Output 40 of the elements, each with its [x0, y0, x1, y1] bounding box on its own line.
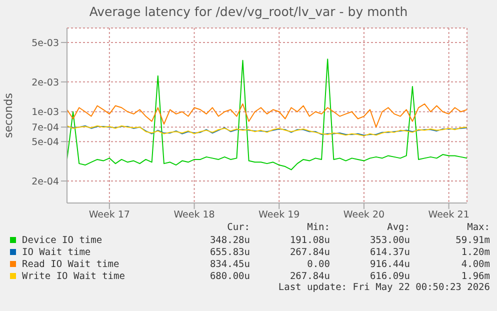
legend-label: Read IO Wait time	[22, 258, 120, 270]
text: 267.84u	[288, 270, 330, 282]
legend-label: IO Wait time	[22, 246, 91, 258]
y-tick-label: 5e-03	[32, 38, 59, 49]
text: 614.37u	[368, 246, 410, 258]
legend-label: Device IO time	[22, 234, 102, 246]
text: 916.44u	[368, 258, 410, 270]
chart-title: Average latency for /dev/vg_root/lv_var - by month	[88, 4, 409, 19]
line-series	[67, 103, 467, 128]
text: 267.84u	[288, 246, 330, 258]
text: 616.09u	[370, 270, 410, 282]
y-tick-label: 2e-04	[32, 176, 59, 188]
line-series	[67, 58, 467, 170]
text: 1.20m	[460, 246, 490, 258]
text: 353.00u	[368, 234, 410, 246]
text: 348.28u	[208, 234, 250, 246]
y-tick-label: 5e-04	[32, 136, 59, 148]
text: 4.00m	[460, 258, 490, 270]
text: 680.00u	[208, 270, 250, 282]
text: Last update: Fri May 22 00:50:23 2026	[277, 282, 490, 294]
text: 655.83u	[208, 246, 250, 258]
text: Avg:	[386, 222, 410, 234]
text: Min:	[306, 222, 330, 234]
y-axis-title: seconds	[2, 92, 15, 138]
text: 59.91m	[454, 234, 490, 246]
legend-label: Write IO Wait time	[22, 270, 125, 282]
x-tick-label: Week 17	[88, 210, 130, 221]
x-tick-label: Week 18	[174, 210, 215, 221]
text: Max:	[466, 222, 490, 234]
x-tick-label: Week 20	[343, 210, 385, 221]
text: 834.45u	[208, 258, 250, 270]
text: 0.00	[306, 258, 330, 270]
y-tick-label: 1e-03	[32, 107, 59, 118]
x-tick-label: Week 19	[258, 210, 300, 221]
text: 191.08u	[288, 234, 330, 246]
x-tick-label: Week 21	[428, 210, 470, 221]
text: Cur:	[226, 222, 250, 234]
y-tick-label: 7e-04	[32, 122, 59, 134]
y-tick-label: 2e-03	[32, 77, 59, 88]
text: 1.96m	[460, 270, 490, 282]
